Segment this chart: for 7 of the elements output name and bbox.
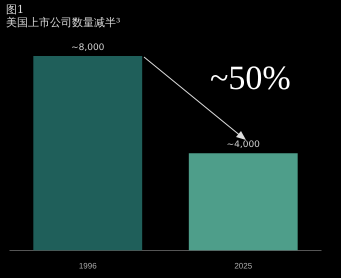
x-tick-label: 1996 — [78, 261, 98, 270]
annotation: ~50% — [210, 60, 291, 98]
data-label: ~8,000 — [71, 42, 105, 53]
chart-subtitle: 美国上市公司数量减半³ — [6, 16, 120, 29]
chart-title: 图1 — [6, 3, 25, 16]
data-label: ~4,000 — [226, 140, 260, 150]
x-tick-label: 2025 — [234, 261, 253, 270]
